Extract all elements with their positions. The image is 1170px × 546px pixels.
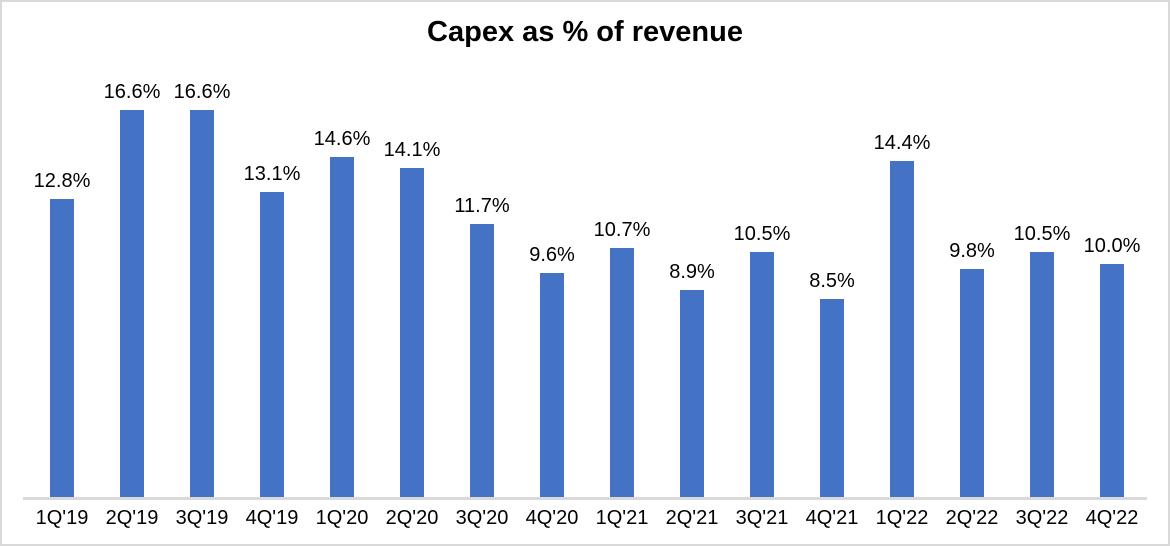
value-label: 14.6% bbox=[313, 128, 371, 150]
x-axis-line bbox=[23, 497, 1147, 500]
x-tick-label: 1Q'21 bbox=[595, 507, 649, 529]
x-tick-label: 2Q'21 bbox=[665, 507, 719, 529]
value-label: 11.7% bbox=[454, 195, 510, 217]
bar bbox=[400, 168, 424, 497]
x-tick-label: 1Q'22 bbox=[875, 507, 929, 529]
bar bbox=[680, 290, 704, 497]
bar-slot: 9.6% bbox=[517, 2, 587, 497]
value-label: 16.6% bbox=[103, 81, 161, 103]
bar bbox=[960, 269, 984, 497]
bar bbox=[1030, 252, 1054, 497]
bar bbox=[120, 110, 144, 497]
value-label: 9.6% bbox=[529, 244, 575, 266]
bar-slot: 8.9% bbox=[657, 2, 727, 497]
value-label: 14.4% bbox=[873, 132, 931, 154]
bar-slot: 10.5% bbox=[727, 2, 797, 497]
bar bbox=[330, 157, 354, 497]
x-tick-label: 4Q'19 bbox=[245, 507, 299, 529]
bar bbox=[470, 224, 494, 497]
bar-slot: 14.6% bbox=[307, 2, 377, 497]
value-label: 10.5% bbox=[1013, 223, 1071, 245]
bar-slot: 9.8% bbox=[937, 2, 1007, 497]
x-tick-label: 1Q'19 bbox=[35, 507, 89, 529]
bar bbox=[1100, 264, 1124, 497]
value-label: 9.8% bbox=[949, 240, 995, 262]
bar bbox=[50, 199, 74, 497]
bar bbox=[890, 161, 914, 497]
bar-slot: 16.6% bbox=[97, 2, 167, 497]
bar-slot: 13.1% bbox=[237, 2, 307, 497]
x-tick-label: 4Q'22 bbox=[1085, 507, 1139, 529]
bar bbox=[750, 252, 774, 497]
value-label: 8.9% bbox=[669, 261, 715, 283]
value-label: 13.1% bbox=[243, 163, 301, 185]
bar-slot: 12.8% bbox=[27, 2, 97, 497]
bar-slot: 10.0% bbox=[1077, 2, 1147, 497]
x-tick-label: 1Q'20 bbox=[315, 507, 369, 529]
value-label: 10.0% bbox=[1083, 235, 1141, 257]
x-tick-label: 2Q'20 bbox=[385, 507, 439, 529]
x-tick-label: 4Q'21 bbox=[805, 507, 859, 529]
x-tick-label: 2Q'22 bbox=[945, 507, 999, 529]
x-tick-label: 3Q'19 bbox=[175, 507, 229, 529]
x-axis-labels: 1Q'19 2Q'19 3Q'19 4Q'19 1Q'20 2Q'20 3Q'20 4Q'20… bbox=[27, 507, 1147, 530]
bar-slot: 14.1% bbox=[377, 2, 447, 497]
value-label: 8.5% bbox=[809, 270, 855, 292]
bar bbox=[540, 273, 564, 497]
bar bbox=[610, 248, 634, 497]
chart-title: Capex as % of revenue bbox=[427, 16, 743, 48]
bar-slot: 10.5% bbox=[1007, 2, 1077, 497]
bar-slot: 10.7% bbox=[587, 2, 657, 497]
x-tick-label: 4Q'20 bbox=[525, 507, 579, 529]
x-tick-label: 2Q'19 bbox=[105, 507, 159, 529]
value-label: 16.6% bbox=[173, 81, 231, 103]
bar bbox=[190, 110, 214, 497]
bar bbox=[260, 192, 284, 497]
x-tick-label: 3Q'20 bbox=[455, 507, 509, 529]
bar-slot: 11.7% bbox=[447, 2, 517, 497]
value-label: 12.8% bbox=[33, 170, 91, 192]
bar bbox=[820, 299, 844, 497]
x-tick-label: 3Q'22 bbox=[1015, 507, 1069, 529]
value-label: 14.1% bbox=[383, 139, 441, 161]
x-tick-label: 3Q'21 bbox=[735, 507, 789, 529]
plot-area: 12.8% 16.6% 16.6% 13.1% 14.6% 14.1% 11.7% 9.6% 1… bbox=[27, 2, 1147, 497]
bar-slot: 14.4% bbox=[867, 2, 937, 497]
bar-slot: 16.6% bbox=[167, 2, 237, 497]
bar-slot: 8.5% bbox=[797, 2, 867, 497]
value-label: 10.5% bbox=[733, 223, 791, 245]
value-label: 10.7% bbox=[593, 219, 651, 241]
